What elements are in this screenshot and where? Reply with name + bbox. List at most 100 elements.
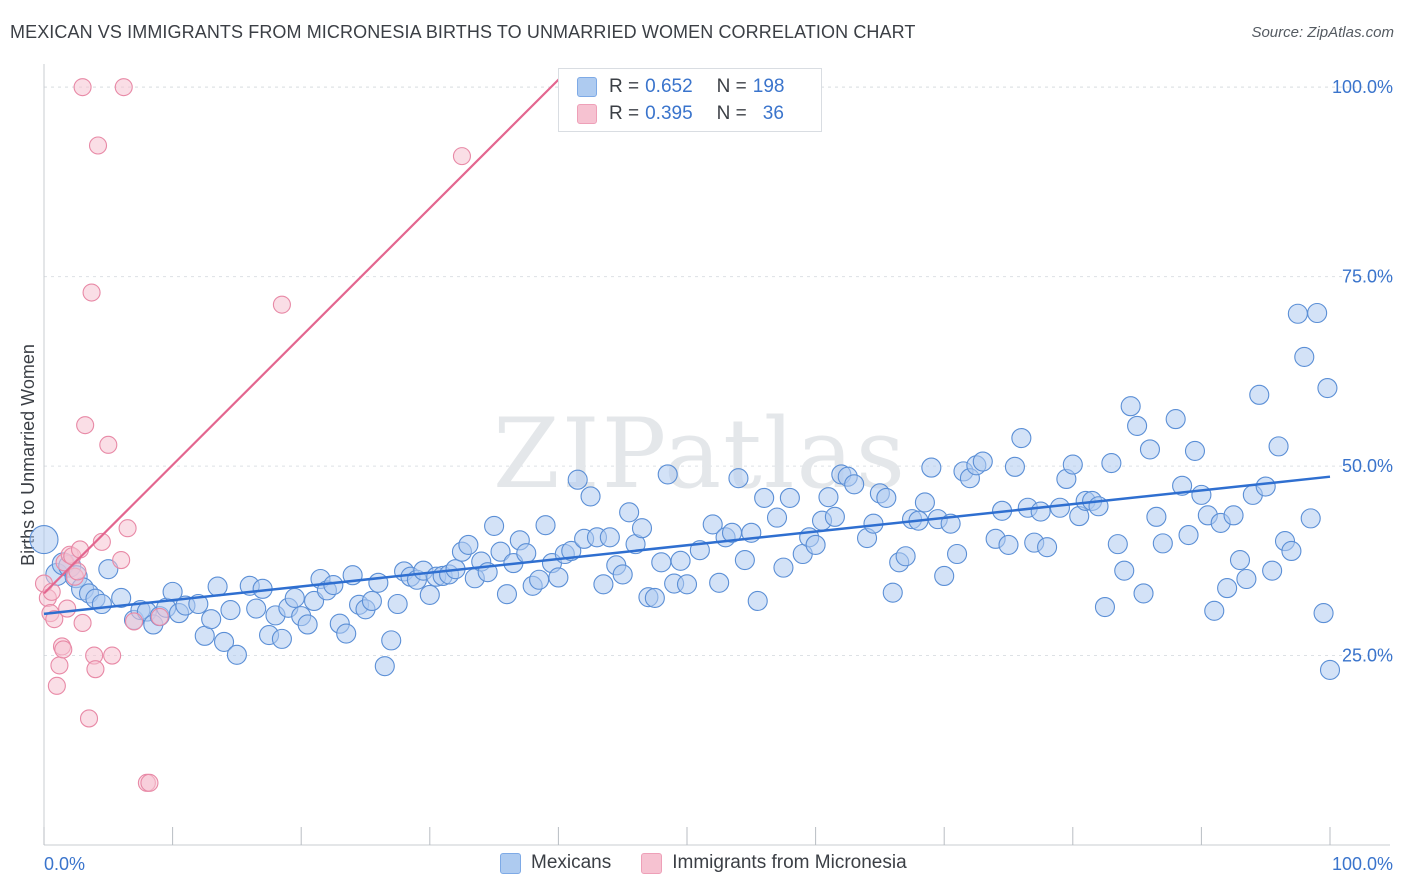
data-point [361, 590, 382, 612]
data-point [1229, 550, 1251, 571]
data-point [561, 540, 582, 562]
data-point [226, 644, 247, 665]
data-point [619, 502, 640, 523]
data-point [1262, 560, 1283, 581]
data-point [82, 283, 101, 302]
data-point [516, 543, 537, 564]
data-point [1146, 506, 1167, 527]
data-point [297, 614, 318, 635]
grid-lines [44, 86, 1390, 657]
data-point [452, 147, 472, 166]
legend-n-value: 198 [752, 76, 785, 97]
data-point [188, 593, 209, 615]
data-point [580, 486, 601, 507]
data-point [246, 598, 267, 619]
legend-n-label: N = [716, 76, 747, 97]
data-point [1101, 452, 1122, 474]
legend-label-micronesia: Immigrants from Micronesia [672, 852, 907, 873]
data-point [1317, 377, 1338, 399]
data-point [1062, 454, 1083, 475]
data-point [940, 513, 961, 534]
data-point [548, 567, 569, 588]
data-point [201, 609, 222, 630]
data-point [1319, 659, 1341, 680]
data-point [47, 676, 66, 695]
data-point [1107, 534, 1128, 555]
data-point [1152, 533, 1173, 554]
data-point [1217, 578, 1238, 599]
data-point [381, 630, 402, 651]
data-point [54, 640, 73, 659]
data-point [734, 550, 755, 571]
data-point [1011, 427, 1032, 449]
data-point [529, 569, 550, 590]
trend-lines [43, 71, 1331, 616]
data-point [68, 562, 87, 581]
data-point [895, 546, 916, 567]
data-point [1294, 346, 1315, 367]
data-point [535, 515, 556, 536]
data-point [882, 582, 903, 603]
data-point [207, 576, 228, 597]
data-point [1139, 439, 1161, 460]
data-point [1236, 568, 1257, 590]
data-point [1184, 440, 1206, 461]
data-point [79, 709, 99, 728]
data-point [1120, 396, 1141, 417]
data-point [323, 575, 344, 596]
y-tick-label: 50.0% [1342, 456, 1393, 476]
data-point [702, 514, 723, 535]
data-point [844, 474, 865, 495]
axes [43, 64, 1390, 846]
data-point [1178, 524, 1199, 546]
legend-r-label: R = [609, 76, 640, 97]
legend-item-micronesia: Immigrants from Micronesia [641, 852, 907, 874]
data-point [1114, 560, 1135, 581]
legend-r-label: R = [609, 103, 640, 124]
data-point [1300, 508, 1321, 529]
data-point [368, 572, 389, 593]
data-point [124, 612, 144, 631]
data-point [496, 584, 518, 605]
data-point [272, 295, 291, 314]
data-point [1030, 501, 1051, 522]
data-point [73, 613, 92, 633]
legend-box: R = 0.652 N = 198 R = 0.395 N = 36 [558, 68, 822, 132]
x-tick-label: 0.0% [44, 854, 85, 874]
data-point [91, 593, 112, 615]
legend-n-value: 36 [762, 103, 784, 124]
data-point [1281, 540, 1302, 562]
data-point [921, 457, 942, 478]
data-point [213, 631, 235, 652]
data-point [73, 78, 92, 97]
legend-swatch-micronesia [577, 104, 597, 124]
data-point [50, 656, 69, 675]
data-point [754, 487, 775, 508]
data-point [657, 464, 678, 485]
data-point [1094, 596, 1115, 618]
chart-title: MEXICAN VS IMMIGRANTS FROM MICRONESIA BI… [10, 22, 916, 42]
data-point [271, 628, 292, 649]
data-point [387, 593, 408, 615]
legend-item-mexicans: Mexicans [500, 852, 611, 874]
trend-line-mexicans [43, 475, 1331, 616]
data-point [1049, 497, 1070, 518]
legend-r-value: 0.652 [645, 76, 693, 97]
data-point [773, 557, 794, 578]
data-point [220, 600, 241, 621]
data-point [599, 527, 620, 548]
legend-row-micronesia: R = 0.395 N = 36 [577, 102, 784, 126]
source-credit: Source: ZipAtlas.com [1251, 24, 1394, 41]
data-point [140, 773, 159, 792]
data-point [76, 416, 95, 435]
data-point [88, 136, 108, 155]
data-point [1037, 537, 1058, 558]
tick-labels: 25.0% 50.0% 75.0% 100.0% 0.0% 100.0% [44, 77, 1393, 874]
data-point [114, 78, 133, 97]
data-point [747, 590, 768, 612]
data-point [1165, 409, 1186, 430]
data-point [1204, 600, 1225, 621]
data-point [70, 540, 90, 559]
legend-r-value: 0.395 [645, 103, 693, 124]
